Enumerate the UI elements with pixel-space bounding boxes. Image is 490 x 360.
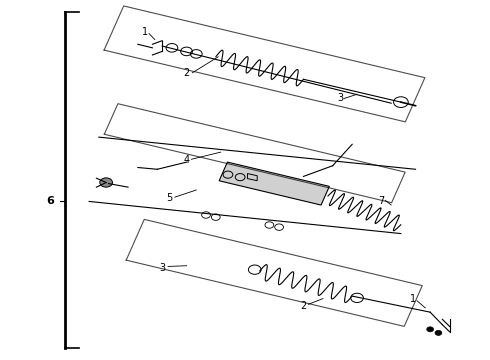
Text: 3: 3 bbox=[159, 262, 165, 273]
Text: 6: 6 bbox=[46, 197, 54, 206]
Text: 2: 2 bbox=[300, 301, 307, 311]
Text: 7: 7 bbox=[378, 197, 385, 206]
Text: 1: 1 bbox=[410, 294, 416, 303]
Polygon shape bbox=[219, 162, 329, 205]
Text: 1: 1 bbox=[142, 27, 148, 37]
Text: 3: 3 bbox=[337, 93, 343, 103]
Circle shape bbox=[435, 330, 442, 336]
Circle shape bbox=[427, 327, 434, 332]
Text: 5: 5 bbox=[167, 193, 172, 203]
Text: 4: 4 bbox=[183, 156, 190, 165]
Circle shape bbox=[100, 178, 113, 187]
Text: 2: 2 bbox=[183, 68, 190, 78]
